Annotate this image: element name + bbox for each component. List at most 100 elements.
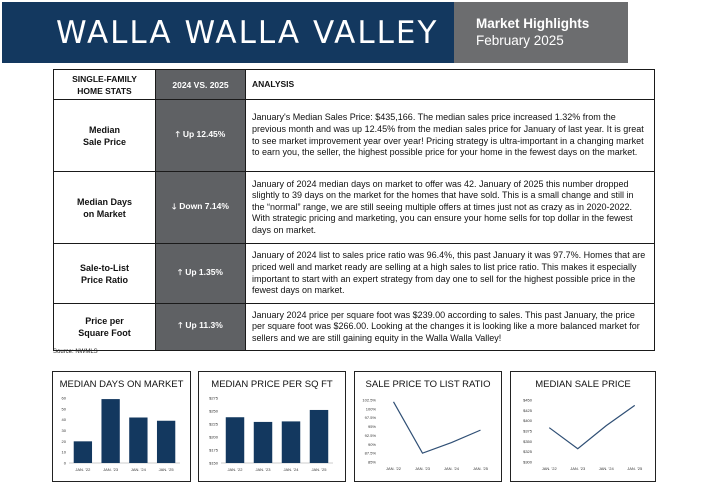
table-row: Sale-to-List Price Ratio 🡑 Up 1.35% Januar… [53,243,655,304]
row-change-value: Up 1.35% [185,266,223,277]
row-label: Price per Square Foot [53,303,156,351]
row-analysis: January of 2024 median days on market to… [245,171,655,244]
y-tick-label: $425 [523,408,533,413]
y-tick-label: $225 [209,422,219,427]
col-header-stats-line1: SINGLE-FAMILY [72,73,137,84]
col-header-stats: SINGLE-FAMILY HOME STATS [53,69,156,100]
y-tick-label: $250 [209,409,219,414]
row-change-value: Down 7.14% [179,200,229,211]
x-tick-label: JAN. '25 [473,466,489,471]
series-line [392,401,481,454]
y-tick-label: 92.5% [365,433,377,438]
header-date: February 2025 [476,33,564,48]
x-tick-label: JAN. '24 [599,466,615,471]
y-tick-label: $275 [209,396,219,401]
chart-svg: $300 $325 $350 $375 $400 $425 $450 JAN. '22 JAN.… [523,398,643,472]
table-header-row: SINGLE-FAMILY HOME STATS 2024 VS. 2025 A… [53,69,655,100]
y-tick-label: 0 [64,461,67,466]
row-label-line1: Median Days [76,196,133,207]
row-analysis: January 2024 price per square foot was $… [245,303,655,351]
arrow-up-icon: 🡑 [175,129,180,139]
chart-sale-to-list-ratio: 85% 87.5% 90% 92.5% 95% 97.5% 100% 102.5% JAN. '… [354,371,502,482]
row-change-value: Up 12.45% [182,128,226,139]
y-tick-label: 40 [62,417,67,422]
arrow-up-icon: 🡑 [178,267,183,277]
bar [281,421,301,463]
col-header-analysis: ANALYSIS [245,69,655,100]
row-label-line1: Median [88,124,120,135]
y-tick-label: 90% [368,442,376,447]
bar [253,421,273,463]
chart-svg: 85% 87.5% 90% 92.5% 95% 97.5% 100% 102.5% JAN. '… [362,398,489,472]
row-label-line1: Sale-to-List [79,262,129,273]
x-tick-label: JAN. '23 [570,466,586,471]
y-tick-label: $375 [523,429,533,434]
bar [101,399,120,463]
x-tick-label: JAN. '22 [75,467,91,472]
header-info: Market Highlights February 2025 [454,2,628,63]
y-tick-label: $175 [209,448,219,453]
arrow-down-icon: 🡓 [172,201,177,211]
x-tick-label: JAN. '23 [103,467,119,472]
row-label: Median Sale Price [53,99,156,172]
table-row: Median Days on Market 🡓 Down 7.14% January… [53,171,655,244]
header-banner: WALLA WALLA VALLEY [2,2,454,63]
y-tick-label: 10 [62,450,67,455]
bar [225,417,245,463]
x-tick-label: JAN. '24 [444,466,460,471]
table-row: Median Sale Price 🡑 Up 12.45% January's Me… [53,99,655,172]
row-label-line2: on Market [83,208,126,219]
chart-price-per-sqft: $150 $175 $200 $225 $250 $275 JAN. '22 JAN. '23… [198,371,346,482]
row-label-line2: Sale Price [82,136,127,147]
chart-median-days: 0 10 20 30 40 50 60 JAN. '22 JAN. '23 JAN. '24 JAN… [52,371,191,482]
arrow-up-icon: 🡑 [178,321,183,330]
x-tick-label: JAN. '22 [228,467,244,472]
y-tick-label: 97.5% [365,415,377,420]
row-analysis: January of 2024 list to sales price rati… [245,243,655,304]
y-tick-label: $200 [209,435,219,440]
row-label-line1: Price per [85,316,124,326]
table-row: Price per Square Foot 🡑 Up 11.3% January 2… [53,303,655,351]
chart-svg: $150 $175 $200 $225 $250 $275 JAN. '22 JAN. '23… [209,396,333,472]
chart-svg: 0 10 20 30 40 50 60 JAN. '22 JAN. '23 JAN. '24 JAN… [62,396,180,472]
y-tick-label: 20 [62,439,67,444]
row-label-line2: Square Foot [78,328,131,338]
row-change: 🡓 Down 7.14% [155,171,246,244]
y-tick-label: $325 [523,449,533,454]
y-tick-label: 95% [368,424,376,429]
chart-title: SALE PRICE TO LIST RATIO [365,379,491,390]
row-analysis: January's Median Sales Price: $435,166. … [245,99,655,172]
x-tick-label: JAN. '22 [386,466,402,471]
row-change: 🡑 Up 12.45% [155,99,246,172]
row-label-line2: Price Ratio [80,274,129,285]
row-change-value: Up 11.3% [185,320,223,330]
y-tick-label: $400 [523,418,533,423]
chart-title: MEDIAN DAYS ON MARKET [59,379,184,390]
y-tick-label: $150 [209,461,219,466]
bar [309,409,329,463]
row-label: Sale-to-List Price Ratio [53,243,156,304]
chart-median-sale-price: $300 $325 $350 $375 $400 $425 $450 JAN. '22 JAN.… [510,371,656,482]
y-tick-label: 85% [368,460,376,465]
y-tick-label: 100% [366,406,377,411]
y-tick-label: 102.5% [362,398,376,403]
x-tick-label: JAN. '25 [312,467,328,472]
x-tick-label: JAN. '23 [256,467,272,472]
x-tick-label: JAN. '24 [284,467,300,472]
y-tick-label: 30 [62,428,67,433]
col-header-stats-line2: HOME STATS [77,85,132,96]
y-tick-label: $350 [523,439,533,444]
stats-table: SINGLE-FAMILY HOME STATS 2024 VS. 2025 A… [53,69,655,351]
row-change: 🡑 Up 1.35% [155,243,246,304]
page-title: WALLA WALLA VALLEY [56,14,439,51]
y-tick-label: $300 [523,460,533,465]
x-tick-label: JAN. '25 [627,466,643,471]
source-note: Source: NWMLS [53,349,98,355]
bar [129,417,148,463]
y-tick-label: 50 [62,406,67,411]
row-change: 🡑 Up 11.3% [155,303,246,351]
chart-title: MEDIAN PRICE PER SQ FT [211,379,333,390]
bar [156,420,176,463]
x-tick-label: JAN. '25 [159,467,175,472]
x-tick-label: JAN. '23 [415,466,431,471]
